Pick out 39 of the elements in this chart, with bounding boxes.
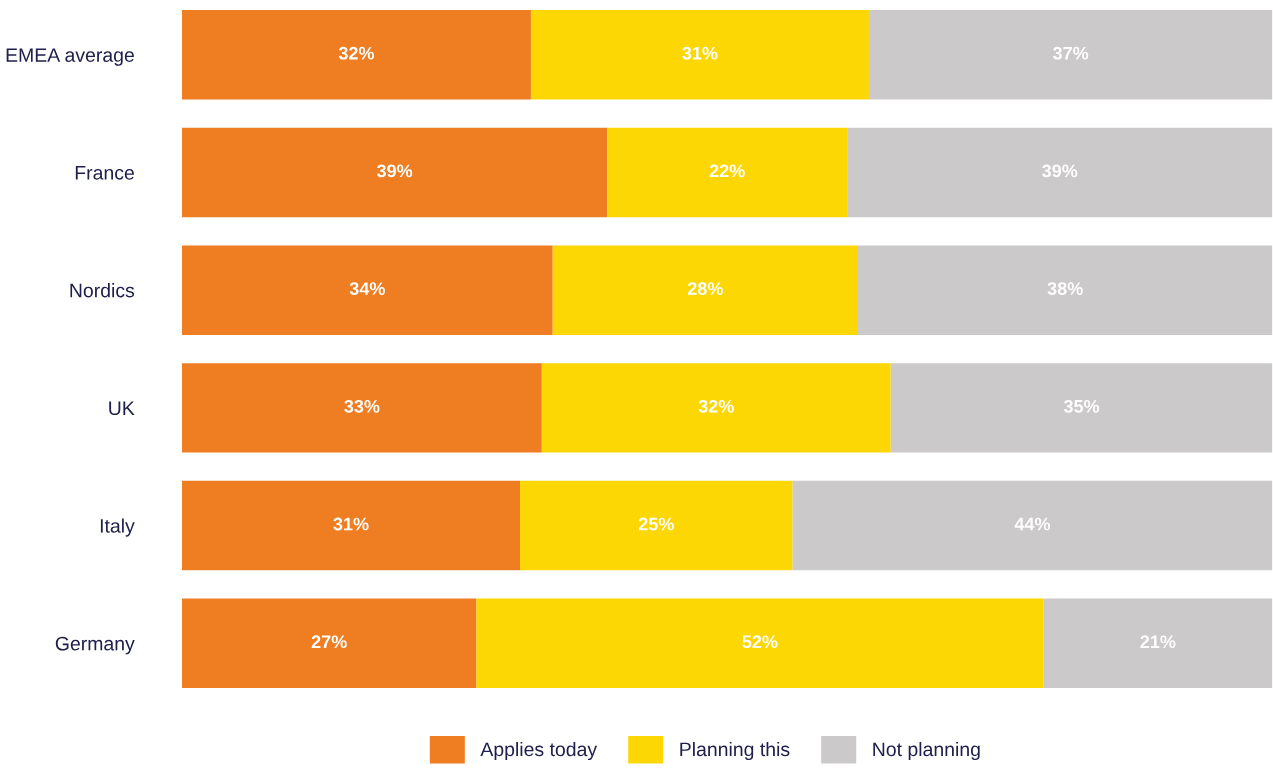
y-tick-label: Nordics	[70, 283, 135, 298]
data-label: 25%	[638, 517, 674, 531]
bar	[182, 363, 542, 453]
data-label: 22%	[709, 164, 745, 178]
bar	[182, 598, 477, 688]
legend-label: Not planning	[873, 741, 980, 761]
data-label: 52%	[742, 635, 778, 649]
bar	[792, 480, 1273, 571]
bar	[858, 245, 1273, 335]
bar	[890, 363, 1273, 453]
y-tick-label: Italy	[100, 518, 135, 537]
legend-label: Applies today	[480, 741, 598, 761]
bar	[182, 10, 531, 100]
data-label: 39%	[376, 164, 413, 178]
y-tick-label: EMEA average	[6, 48, 134, 66]
y-tick-label: France	[75, 166, 134, 180]
y-tick-label: Germany	[55, 636, 135, 655]
data-label: 31%	[333, 517, 369, 531]
bar	[607, 127, 848, 218]
data-label: 31%	[682, 46, 718, 60]
bar	[868, 10, 1273, 100]
bar	[1043, 598, 1273, 688]
bar	[182, 245, 553, 335]
y-tick-label: UK	[109, 401, 135, 416]
bar	[847, 127, 1273, 218]
bar	[520, 480, 793, 571]
data-label: 32%	[338, 46, 375, 60]
data-label: 33%	[344, 399, 380, 413]
bar	[476, 598, 1044, 688]
bar	[182, 480, 521, 571]
data-label: 27%	[311, 635, 347, 649]
legend-label: Planning this	[680, 741, 790, 761]
data-label: 34%	[349, 282, 385, 296]
bar	[552, 245, 859, 335]
bar	[182, 127, 608, 218]
data-label: 28%	[687, 282, 723, 295]
bar	[530, 10, 869, 100]
bar	[541, 363, 891, 453]
data-label: 32%	[698, 399, 734, 413]
